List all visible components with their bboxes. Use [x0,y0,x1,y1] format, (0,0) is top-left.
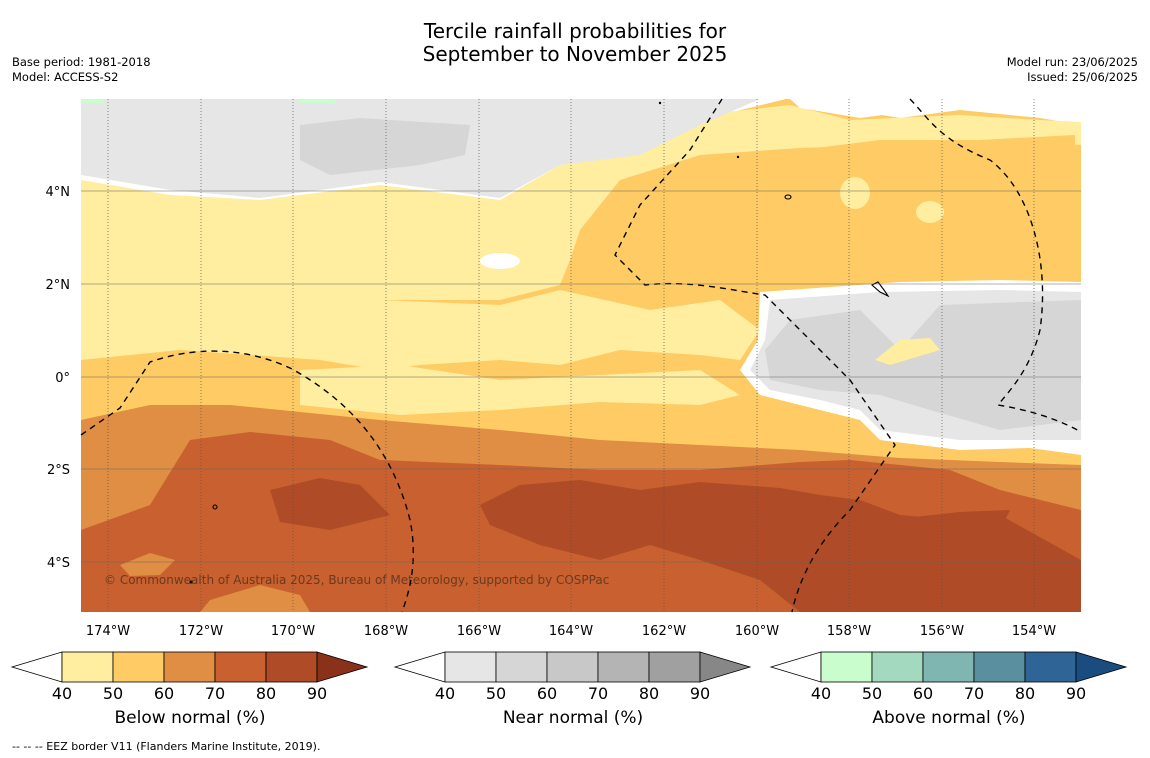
meta-right: Model run: 23/06/2025 Issued: 25/06/2025 [1007,55,1138,85]
lat-label: 0° [55,371,70,386]
colorbar-near-segment [495,651,548,683]
lon-label: 162°W [642,624,686,639]
model-run: Model run: 23/06/2025 [1006,55,1138,69]
colorbar-near-low-arrow [393,651,446,683]
colorbar-below-tick: 80 [256,684,276,703]
lon-labels: 174°W 172°W 170°W 168°W 166°W 164°W 162°… [86,624,1056,639]
colorbar-near-segment [546,651,599,683]
colorbar-above-segment [922,651,975,683]
model-name: Model: ACCESS-S2 [12,70,119,84]
issued-date: Issued: 25/06/2025 [1027,70,1138,84]
lat-label: 4°N [46,185,71,200]
colorbar-above-segment [871,651,924,683]
colorbar-below-tick: 40 [52,684,72,703]
colorbar-below-segment [265,651,318,683]
title-line-1: Tercile rainfall probabilities for [423,19,727,43]
lat-labels: 4°N 2°N 0° 2°S 4°S [46,185,71,571]
colorbar-above-high-arrow [1075,651,1128,683]
colorbar-below-high-arrow [316,651,369,683]
colorbar-above-tick: 80 [1015,684,1035,703]
colorbar-below-tick: 70 [205,684,225,703]
colorbar-below-segment [163,651,216,683]
colorbar-below-low-arrow [10,651,63,683]
colorbar-below-tick: 50 [103,684,123,703]
lon-label: 168°W [364,624,408,639]
lon-label: 166°W [457,624,501,639]
lon-label: 160°W [735,624,779,639]
graticule [81,190,1081,563]
lon-label: 174°W [86,624,130,639]
colorbar-above-segment [820,651,873,683]
title-line-2: September to November 2025 [422,42,728,66]
lat-label: 2°N [46,278,71,293]
colorbar-above-tick: 90 [1066,684,1086,703]
dark-patch-west [270,478,390,530]
colorbar-above-tick: 40 [811,684,831,703]
colorbar-near-segment [444,651,497,683]
lat-label: 4°S [47,556,70,571]
colorbar-near-tick: 80 [639,684,659,703]
colorbar-near-tick: 90 [690,684,710,703]
colorbar-near-tick: 40 [435,684,455,703]
lon-label: 164°W [549,624,593,639]
lat-label: 2°S [47,463,70,478]
lon-label: 156°W [920,624,964,639]
colorbar-above-tick: 60 [913,684,933,703]
colorbar-above-tick: 50 [862,684,882,703]
meta-left: Base period: 1981-2018 Model: ACCESS-S2 [12,55,151,85]
colorbar-label-below: Below normal (%) [114,708,266,728]
lon-label: 154°W [1012,624,1056,639]
colorbar-below-segment [112,651,165,683]
footnote: -- -- -- EEZ border V11 (Flanders Marine… [12,740,321,753]
colorbar-near-tick: 50 [486,684,506,703]
base-period: Base period: 1981-2018 [12,55,151,69]
colorbars: 40 50 60 70 80 90 40 50 60 70 80 90 40 50 60 70 80 90 [10,651,1128,703]
islands [212,194,890,510]
colorbar-above-segment [973,651,1026,683]
colorbar-below-segment [214,651,267,683]
colorbar-below-tick: 90 [307,684,327,703]
lon-label: 172°W [179,624,223,639]
colorbar-below-segment [61,651,114,683]
lon-label: 158°W [827,624,871,639]
copyright-text: © Commonwealth of Australia 2025, Bureau… [104,573,609,587]
colorbar-near-segment [597,651,650,683]
colorbar-near-segment [648,651,701,683]
colorbar-above-tick: 70 [964,684,984,703]
colorbar-below-tick: 60 [154,684,174,703]
colorbar-near-high-arrow [699,651,752,683]
lon-label: 170°W [271,624,315,639]
colorbar-label-above: Above normal (%) [872,708,1026,728]
map-field: © Commonwealth of Australia 2025, Bureau… [81,99,1081,612]
colorbar-near-tick: 60 [537,684,557,703]
colorbar-label-near: Near normal (%) [502,708,644,728]
colorbar-above-segment [1024,651,1077,683]
colorbar-near-tick: 70 [588,684,608,703]
colorbar-above-low-arrow [769,651,822,683]
